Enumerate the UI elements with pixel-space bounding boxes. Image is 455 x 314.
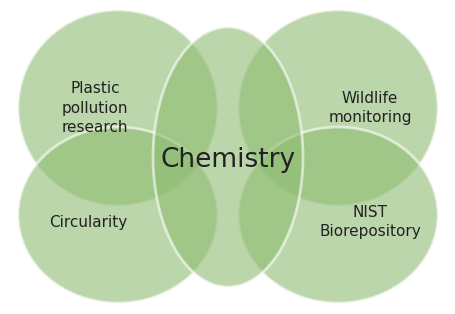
- Text: NIST
Biorepository: NIST Biorepository: [318, 205, 420, 239]
- Text: Wildlife
monitoring: Wildlife monitoring: [328, 91, 411, 125]
- Ellipse shape: [238, 127, 437, 303]
- Ellipse shape: [18, 127, 217, 303]
- Ellipse shape: [18, 10, 217, 206]
- Ellipse shape: [238, 10, 437, 206]
- Ellipse shape: [153, 27, 302, 287]
- Text: Plastic
pollution
research: Plastic pollution research: [61, 81, 128, 135]
- Text: Chemistry: Chemistry: [160, 147, 295, 173]
- Text: Circularity: Circularity: [49, 214, 127, 230]
